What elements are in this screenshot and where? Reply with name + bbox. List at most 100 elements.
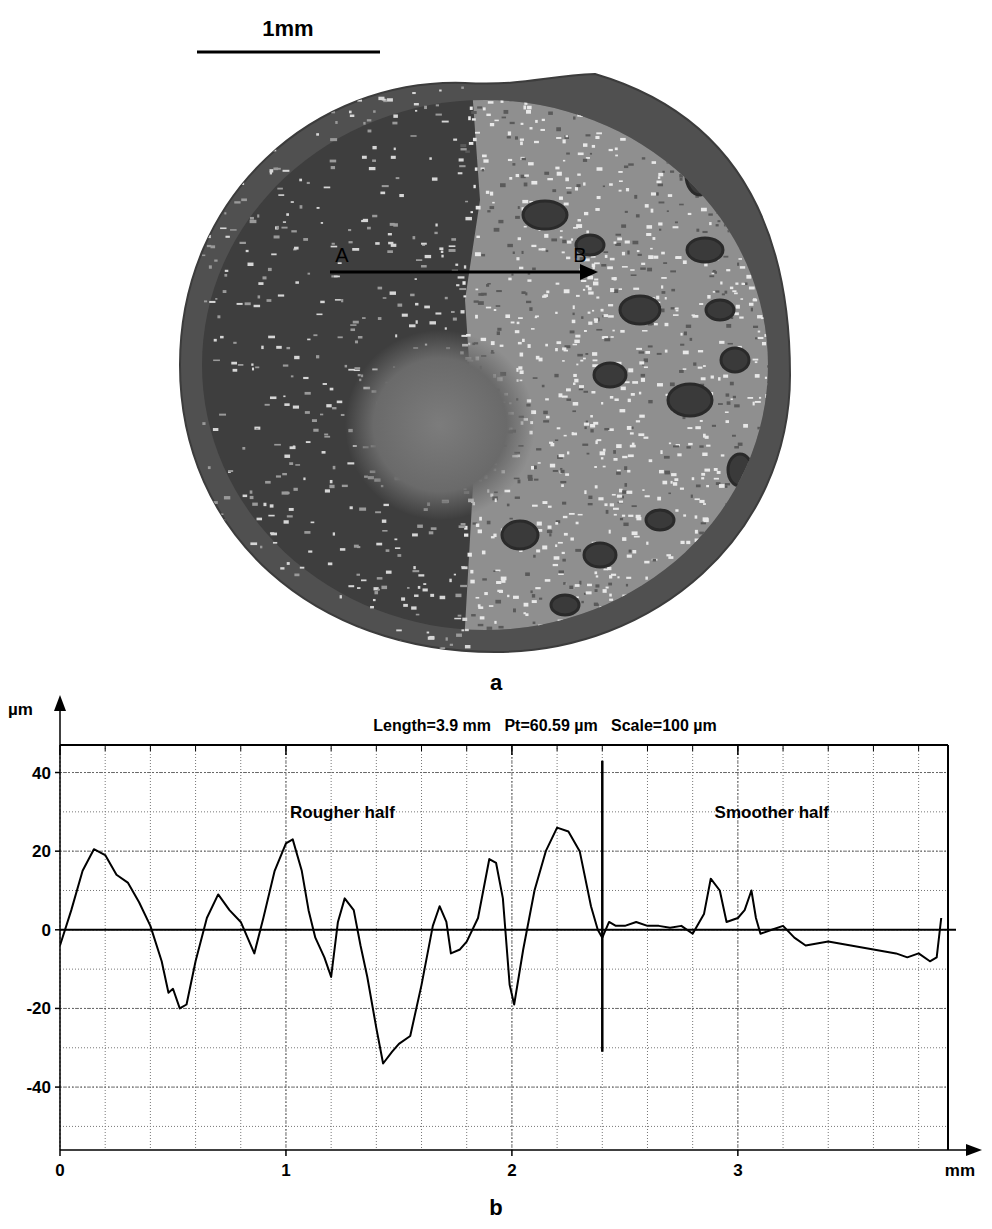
speckle xyxy=(240,242,246,244)
speckle xyxy=(764,199,770,201)
speckle xyxy=(725,411,729,413)
speckle xyxy=(254,427,260,430)
speckle xyxy=(618,171,622,173)
speckle xyxy=(624,165,628,168)
speckle xyxy=(340,548,345,551)
speckle xyxy=(754,634,757,636)
speckle xyxy=(761,261,766,263)
speckle xyxy=(641,374,645,377)
speckle xyxy=(622,515,625,517)
speckle xyxy=(456,284,459,286)
speckle xyxy=(201,500,208,503)
speckle xyxy=(760,569,764,573)
speckle xyxy=(330,388,334,391)
minor-grid xyxy=(240,745,241,1150)
speckle xyxy=(576,522,579,525)
speckle xyxy=(620,518,623,520)
speckle xyxy=(558,101,562,103)
speckle xyxy=(388,242,393,245)
speckle xyxy=(674,135,678,138)
pore xyxy=(551,595,579,615)
speckle xyxy=(755,361,758,363)
speckle xyxy=(280,567,284,569)
tick-mark xyxy=(511,745,513,755)
speckle xyxy=(555,439,558,441)
speckle xyxy=(778,585,782,587)
speckle xyxy=(312,419,317,422)
speckle xyxy=(679,621,682,625)
speckle xyxy=(705,436,709,439)
speckle xyxy=(412,533,418,536)
speckle xyxy=(335,121,337,124)
speckle xyxy=(486,284,489,287)
speckle xyxy=(773,269,775,272)
speckle xyxy=(728,594,731,597)
speckle xyxy=(688,443,693,445)
speckle xyxy=(600,451,606,455)
speckle xyxy=(786,341,790,345)
speckle xyxy=(391,156,396,159)
speckle xyxy=(559,650,564,653)
speckle xyxy=(252,221,255,223)
speckle xyxy=(653,256,658,259)
speckle xyxy=(584,74,588,77)
speckle xyxy=(639,599,642,603)
speckle xyxy=(350,324,356,326)
speckle xyxy=(678,161,682,164)
speckle xyxy=(695,426,700,429)
speckle xyxy=(508,131,511,135)
speckle xyxy=(560,236,563,238)
speckle xyxy=(559,454,565,457)
speckle xyxy=(737,263,739,266)
speckle xyxy=(649,459,653,462)
speckle xyxy=(555,633,558,635)
speckle xyxy=(781,321,787,324)
speckle xyxy=(574,379,578,383)
speckle xyxy=(628,515,633,517)
speckle xyxy=(603,251,608,253)
speckle xyxy=(563,139,566,143)
speckle xyxy=(250,220,257,223)
speckle xyxy=(577,174,581,176)
speckle xyxy=(470,107,473,110)
speckle xyxy=(465,201,468,203)
speckle xyxy=(703,517,709,521)
speckle xyxy=(741,615,746,619)
speckle xyxy=(604,503,607,506)
speckle xyxy=(553,564,558,566)
speckle xyxy=(592,659,597,661)
speckle xyxy=(795,206,797,209)
speckle xyxy=(564,350,568,352)
speckle xyxy=(804,268,807,271)
speckle xyxy=(499,81,505,83)
speckle xyxy=(667,627,673,631)
speckle xyxy=(603,569,607,571)
speckle xyxy=(209,301,215,303)
speckle xyxy=(220,336,224,339)
speckle xyxy=(491,536,495,538)
speckle xyxy=(342,485,348,487)
speckle xyxy=(790,221,794,223)
pore xyxy=(721,348,749,372)
speckle xyxy=(534,141,539,143)
speckle xyxy=(632,550,636,553)
speckle xyxy=(788,602,791,605)
speckle xyxy=(486,114,490,116)
speckle xyxy=(794,122,799,126)
speckle xyxy=(658,184,663,187)
speckle xyxy=(701,85,706,88)
speckle xyxy=(429,531,434,534)
speckle xyxy=(623,112,627,114)
speckle xyxy=(726,516,731,519)
speckle xyxy=(498,220,503,223)
speckle xyxy=(582,444,588,446)
speckle xyxy=(202,221,209,224)
speckle xyxy=(569,513,575,515)
speckle xyxy=(565,177,569,181)
speckle xyxy=(795,575,799,579)
speckle xyxy=(662,107,668,111)
speckle xyxy=(471,111,477,114)
speckle xyxy=(338,336,343,338)
speckle xyxy=(796,126,799,129)
speckle xyxy=(781,212,784,216)
